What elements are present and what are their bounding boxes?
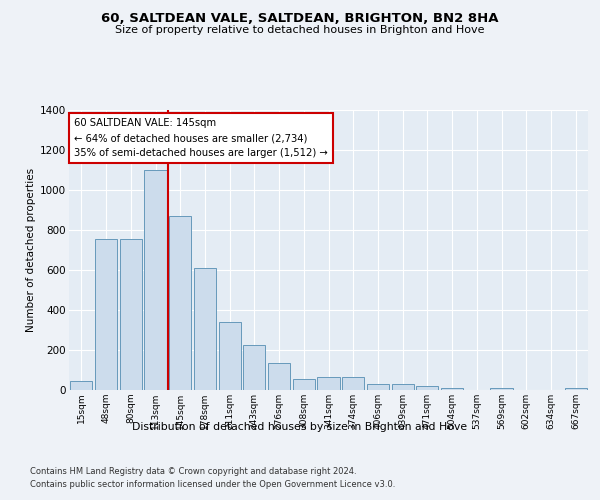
Bar (441, 388, 463, 390)
Text: Contains HM Land Registry data © Crown copyright and database right 2024.: Contains HM Land Registry data © Crown c… (30, 468, 356, 476)
Bar (293, 379, 315, 390)
Y-axis label: Number of detached properties: Number of detached properties (26, 168, 36, 332)
Bar (490, 388, 512, 390)
Bar (565, 388, 587, 390)
Bar (70, 381, 92, 390)
Bar (119, 239, 142, 390)
Bar (342, 377, 364, 390)
Bar (392, 384, 414, 390)
Bar (169, 216, 191, 390)
Bar (243, 345, 265, 390)
Bar (145, 170, 167, 390)
Bar (95, 239, 117, 390)
Bar (367, 384, 389, 390)
Bar (317, 377, 340, 390)
Bar (218, 322, 241, 390)
Bar (194, 268, 216, 390)
Text: Size of property relative to detached houses in Brighton and Hove: Size of property relative to detached ho… (115, 25, 485, 35)
Text: 60, SALTDEAN VALE, SALTDEAN, BRIGHTON, BN2 8HA: 60, SALTDEAN VALE, SALTDEAN, BRIGHTON, B… (101, 12, 499, 26)
Text: Distribution of detached houses by size in Brighton and Hove: Distribution of detached houses by size … (133, 422, 467, 432)
Bar (416, 386, 439, 390)
Text: 60 SALTDEAN VALE: 145sqm
← 64% of detached houses are smaller (2,734)
35% of sem: 60 SALTDEAN VALE: 145sqm ← 64% of detach… (74, 118, 328, 158)
Bar (268, 363, 290, 390)
Text: Contains public sector information licensed under the Open Government Licence v3: Contains public sector information licen… (30, 480, 395, 489)
